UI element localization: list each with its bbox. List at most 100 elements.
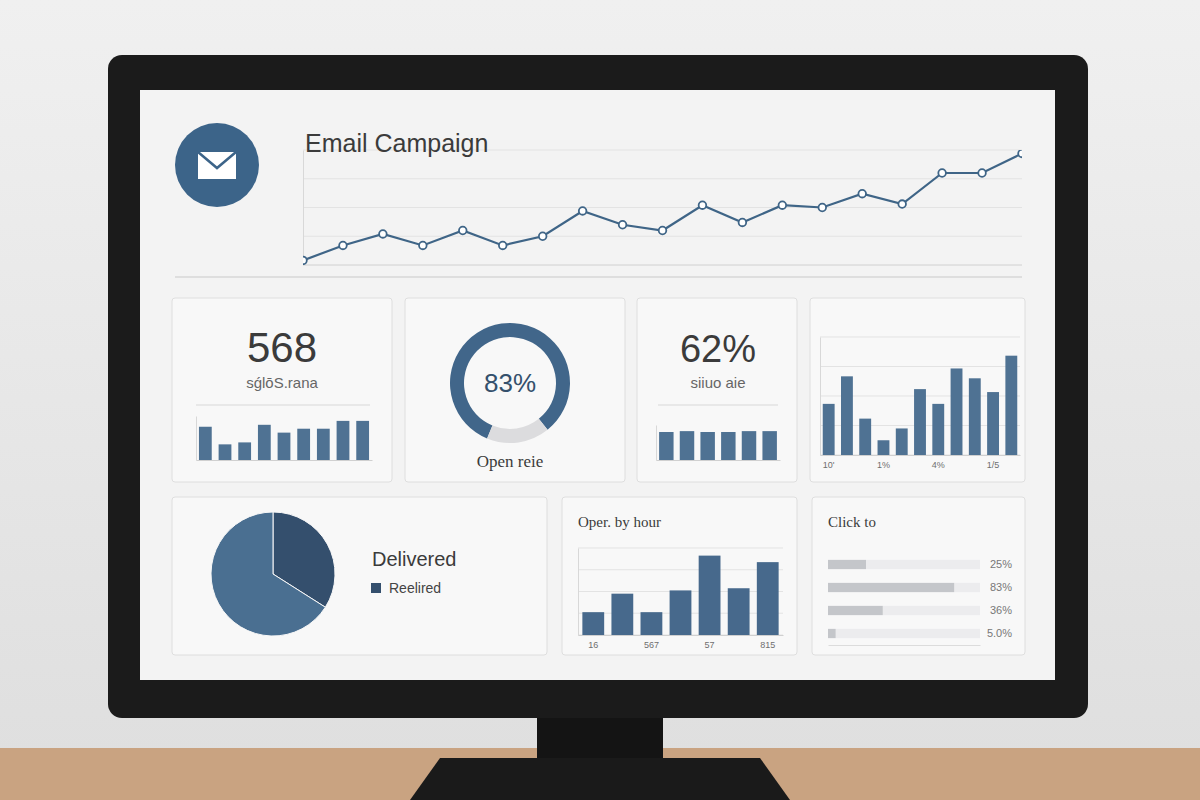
data-label: 5.0% bbox=[987, 627, 1012, 639]
card bbox=[172, 298, 392, 482]
bar bbox=[757, 562, 779, 635]
bar bbox=[659, 432, 673, 460]
bar-tracks bbox=[828, 560, 980, 638]
scene: Email Campaign568sǵlōS.rana83%Open reie6… bbox=[0, 0, 1200, 800]
point bbox=[579, 207, 587, 215]
legend: Reelired bbox=[371, 580, 441, 596]
bar bbox=[987, 392, 999, 455]
axis-line bbox=[303, 151, 304, 266]
bar bbox=[828, 560, 866, 569]
card bbox=[810, 298, 1025, 482]
bar-chart: 1656757815Oper. by hour bbox=[578, 514, 784, 650]
line-chart: Email Campaign bbox=[299, 129, 1026, 266]
axis-line bbox=[657, 460, 781, 461]
x-axis bbox=[657, 460, 781, 462]
x-tick: 815 bbox=[760, 635, 775, 650]
point bbox=[858, 190, 866, 198]
chart-title: Open reie bbox=[477, 452, 544, 471]
point bbox=[1018, 150, 1022, 157]
x-axis bbox=[829, 645, 981, 646]
card bbox=[405, 298, 625, 482]
plot-area bbox=[828, 560, 954, 638]
bar bbox=[932, 404, 944, 455]
bar bbox=[742, 431, 756, 460]
axis-line bbox=[578, 549, 579, 636]
center-label: 83% bbox=[484, 368, 536, 398]
bar-chart: 568sǵlōS.rana bbox=[196, 324, 373, 461]
point bbox=[659, 227, 667, 235]
y-axis bbox=[196, 417, 197, 461]
grid-line bbox=[578, 569, 783, 570]
point bbox=[499, 242, 507, 250]
x-axis: 10'1%4%1/5 bbox=[821, 455, 1021, 470]
bar bbox=[199, 427, 212, 460]
x-axis: 1656757815 bbox=[579, 635, 784, 650]
bar-track bbox=[828, 560, 980, 569]
y-axis bbox=[578, 549, 580, 636]
x-tick: 1/5 bbox=[987, 455, 1000, 470]
bar bbox=[258, 425, 271, 460]
monitor-bezel bbox=[108, 55, 1088, 718]
plot-area bbox=[582, 556, 778, 635]
slice bbox=[211, 512, 325, 636]
bar-chart: 10'1%4%1/5 bbox=[820, 337, 1021, 470]
monitor-neck bbox=[537, 712, 663, 764]
chart-subtitle: siiuo aie bbox=[690, 374, 745, 391]
card-rule bbox=[658, 405, 778, 406]
donut-chart: 83% Open reie bbox=[450, 323, 570, 471]
tick-label: 57 bbox=[705, 640, 715, 650]
point bbox=[978, 169, 986, 177]
bar bbox=[914, 389, 926, 455]
bar bbox=[896, 428, 908, 455]
slices bbox=[450, 323, 570, 443]
point bbox=[818, 204, 826, 212]
axis-line bbox=[196, 417, 197, 461]
plot-area bbox=[823, 356, 1018, 455]
icon-flap bbox=[198, 152, 236, 168]
point bbox=[339, 242, 347, 250]
bar bbox=[611, 594, 633, 635]
bar bbox=[680, 431, 694, 460]
chart-title: Delivered bbox=[372, 548, 456, 570]
card bbox=[812, 497, 1025, 655]
point bbox=[539, 232, 547, 240]
tick-label: 567 bbox=[644, 640, 659, 650]
bar bbox=[700, 432, 714, 460]
axis-line bbox=[579, 635, 784, 636]
card bbox=[562, 497, 797, 655]
point bbox=[619, 221, 627, 229]
point bbox=[379, 230, 387, 238]
bar bbox=[841, 376, 853, 455]
bar bbox=[297, 429, 310, 460]
y-axis bbox=[303, 151, 305, 266]
card bbox=[637, 298, 797, 482]
bar bbox=[828, 629, 836, 638]
bar bbox=[337, 421, 350, 460]
bar bbox=[699, 556, 721, 635]
bar-chart: 25%83%36%5.0%Click to bbox=[828, 514, 1012, 646]
bar bbox=[670, 590, 692, 635]
grid bbox=[578, 548, 783, 635]
point bbox=[739, 219, 747, 227]
chart-title: Oper. by hour bbox=[578, 514, 661, 530]
bar bbox=[878, 440, 890, 455]
card bbox=[172, 497, 547, 655]
slice bbox=[450, 323, 570, 438]
point bbox=[779, 201, 787, 209]
point bbox=[898, 200, 906, 208]
monitor-base bbox=[410, 758, 790, 800]
bar bbox=[356, 421, 369, 460]
x-tick: 4% bbox=[932, 455, 945, 470]
point bbox=[303, 257, 307, 265]
legend-label: Reelired bbox=[389, 580, 441, 596]
series-line bbox=[303, 153, 1022, 260]
axis-line bbox=[829, 645, 981, 646]
grid-line bbox=[820, 337, 1020, 338]
bar bbox=[969, 378, 981, 455]
grid-line bbox=[303, 236, 1022, 237]
x-tick: 10' bbox=[823, 455, 835, 470]
grid-line bbox=[303, 207, 1022, 208]
bar bbox=[278, 433, 291, 460]
grid bbox=[303, 150, 1022, 265]
wall bbox=[0, 0, 1200, 800]
